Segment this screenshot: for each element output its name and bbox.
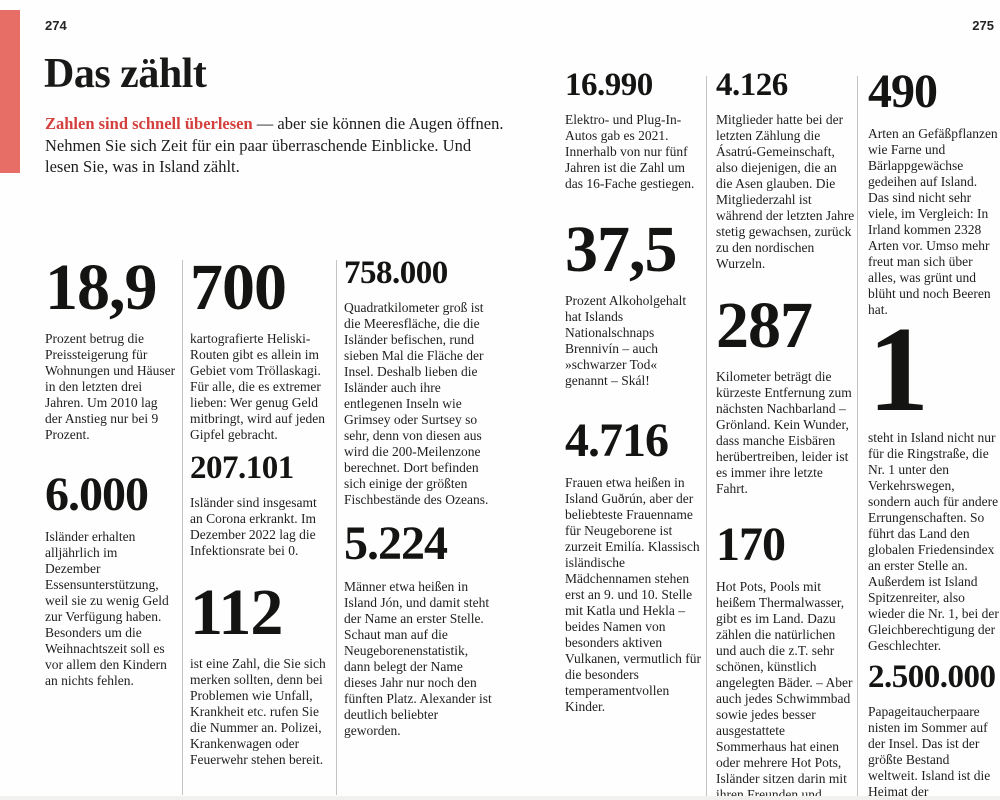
stat-item: 18,9 Prozent betrug die Preissteigerung …: [45, 251, 176, 443]
stat-item: 16.990 Elektro- und Plug-In-Autos gab es…: [565, 67, 702, 192]
column-left-2: 700 kartografierte Heliski-Routen gibt e…: [190, 251, 330, 768]
stat-text: Isländer sind insgesamt an Corona erkran…: [190, 495, 317, 559]
stat-text: Quadratkilometer groß ist die Meeresfläc…: [344, 300, 489, 508]
stat-text: Elektro- und Plug-In-Autos gab es 2021. …: [565, 112, 695, 192]
column-divider: [857, 76, 858, 800]
page-number-right: 275: [972, 18, 994, 33]
stat-text: Isländer erhalten alljährlich im Dezembe…: [45, 528, 169, 688]
column-right-3: 490 Arten an Gefäßpflanzen wie Farne und…: [868, 65, 999, 800]
stat-number: 5.224: [344, 517, 448, 571]
stat-item: 1 steht in Island nicht nur für die Ring…: [868, 302, 999, 654]
stat-item: 170 Hot Pots, Pools mit heißem Thermalwa…: [716, 518, 856, 800]
stat-number: 1: [868, 302, 929, 438]
stat-item: 758.000 Quadratkilometer groß ist die Me…: [344, 255, 496, 508]
stat-item: 5.224 Männer etwa heißen in Island Jón, …: [344, 517, 496, 738]
stat-number: 700: [190, 251, 287, 324]
column-left-3: 758.000 Quadratkilometer groß ist die Me…: [344, 255, 496, 739]
column-right-2: 4.126 Mitglieder hatte bei der letzten Z…: [716, 67, 856, 800]
stat-text: Mitglieder hatte bei der letzten Zählung…: [716, 112, 855, 272]
column-left-1: 18,9 Prozent betrug die Preissteigerung …: [45, 251, 176, 689]
stat-text: Frauen etwa heißen in Island Guðrún, abe…: [565, 475, 702, 715]
stat-number: 18,9: [45, 251, 158, 324]
stat-number: 4.126: [716, 67, 788, 103]
stat-number: 490: [868, 65, 938, 118]
stat-item: 700 kartografierte Heliski-Routen gibt e…: [190, 251, 330, 443]
intro-lead-text: Zahlen sind schnell überlesen: [45, 114, 253, 133]
page-bottom-edge: [0, 796, 1000, 800]
stat-number: 37,5: [565, 213, 678, 287]
column-divider: [706, 76, 707, 800]
stat-text: Hot Pots, Pools mit heißem Thermalwasser…: [716, 579, 853, 800]
stat-number: 170: [716, 518, 786, 572]
stat-item: 490 Arten an Gefäßpflanzen wie Farne und…: [868, 65, 999, 318]
stat-number: 112: [190, 576, 283, 650]
intro-paragraph: Zahlen sind schnell überlesen — aber sie…: [45, 113, 507, 178]
stat-text: Prozent betrug die Preissteigerung für W…: [45, 330, 176, 442]
stat-item: 37,5 Prozent Alkoholgehalt hat Islands N…: [565, 213, 702, 389]
stat-item: 207.101 Isländer sind insgesamt an Coron…: [190, 449, 330, 559]
stat-item: 6.000 Isländer erhalten alljährlich im D…: [45, 467, 176, 689]
stat-number: 4.716: [565, 414, 669, 468]
intro-rest-text: — aber sie können die Augen öffnen. Nehm…: [45, 114, 504, 176]
stat-text: Kilometer beträgt die kürzeste Entfernun…: [716, 369, 852, 497]
stat-text: kartografierte Heliski-Routen gibt es al…: [190, 330, 325, 442]
column-divider: [336, 260, 337, 795]
stat-item: 4.126 Mitglieder hatte bei der letzten Z…: [716, 67, 856, 272]
column-right-1: 16.990 Elektro- und Plug-In-Autos gab es…: [565, 67, 702, 715]
stat-item: 2.500.000 Papageitaucherpaare nisten im …: [868, 658, 999, 800]
red-accent-bar: [0, 10, 20, 173]
column-divider: [182, 260, 183, 795]
stat-item: 287 Kilometer beträgt die kürzeste Entfe…: [716, 289, 856, 497]
stat-text: Männer etwa heißen in Island Jón, und da…: [344, 578, 492, 738]
stat-number: 287: [716, 289, 813, 363]
page-title: Das zählt: [44, 51, 207, 97]
stat-text: steht in Island nicht nur für die Ringst…: [868, 429, 999, 653]
stat-number: 2.500.000: [868, 658, 996, 695]
stat-number: 6.000: [45, 467, 149, 521]
stat-text: Prozent Alkoholgehalt hat Islands Nation…: [565, 293, 687, 389]
stat-number: 207.101: [190, 449, 294, 486]
stat-text: Papageitaucherpaare nisten im Sommer auf…: [868, 704, 991, 800]
stat-text: ist eine Zahl, die Sie sich merken sollt…: [190, 655, 326, 767]
stat-item: 112 ist eine Zahl, die Sie sich merken s…: [190, 576, 330, 768]
stat-number: 16.990: [565, 67, 653, 103]
page-number-left: 274: [45, 18, 67, 33]
stat-text: Arten an Gefäßpflanzen wie Farne und Bär…: [868, 126, 998, 318]
stat-number: 758.000: [344, 255, 448, 291]
stat-item: 4.716 Frauen etwa heißen in Island Guðrú…: [565, 414, 702, 715]
